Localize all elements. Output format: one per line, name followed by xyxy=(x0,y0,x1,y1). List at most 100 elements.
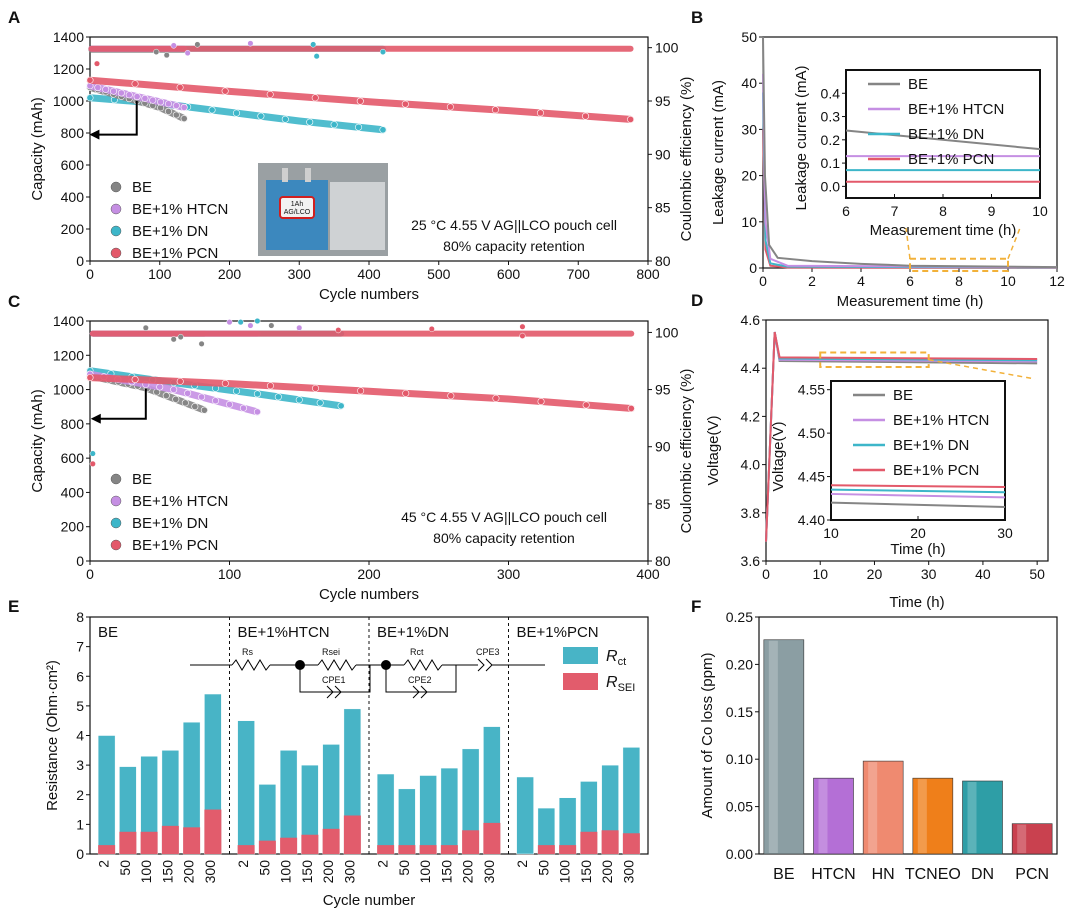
capacity-point xyxy=(200,406,208,414)
capacity-point xyxy=(198,393,206,401)
bar-rsei xyxy=(280,837,298,854)
y2-axis-title: Coulombic efficiency (%) xyxy=(678,369,695,534)
y-tick-label: 0 xyxy=(76,553,84,569)
bar xyxy=(912,777,954,855)
circuit-parallel xyxy=(385,665,457,693)
y-tick-label: 4.0 xyxy=(741,457,761,473)
y-axis-title: Amount of Co loss (ppm) xyxy=(699,653,716,819)
y-tick-label: 0 xyxy=(76,846,84,862)
y-tick-label: 0.3 xyxy=(821,109,841,125)
y-tick-label: 85 xyxy=(655,200,671,216)
capacity-point xyxy=(582,401,590,409)
capacity-point xyxy=(157,98,165,106)
x-tick-label: 500 xyxy=(427,266,451,282)
y-tick-label: 4.45 xyxy=(798,469,825,485)
x-tick-label: 50 xyxy=(256,860,272,876)
capacity-point xyxy=(94,84,102,92)
capacity-point xyxy=(311,94,319,102)
x-tick-label: 2 xyxy=(514,860,530,868)
capacity-point xyxy=(239,404,247,412)
y-tick-label: 6 xyxy=(76,668,84,684)
y-tick-label: 0.25 xyxy=(726,609,753,625)
capacity-point xyxy=(172,102,180,110)
x-tick-label: 0 xyxy=(86,266,94,282)
y-tick-label: 4 xyxy=(76,728,84,744)
legend-label: BE+1% HTCN xyxy=(893,412,989,429)
legend-marker xyxy=(110,473,122,485)
y-tick-label: 4.6 xyxy=(741,312,761,328)
bar-rct xyxy=(398,788,416,855)
bar-rsei xyxy=(119,831,137,854)
bar-rsei xyxy=(559,845,577,854)
group-label: BE+1%DN xyxy=(377,624,449,641)
x-tick-label: 10 xyxy=(812,566,828,582)
capacity-point xyxy=(266,90,274,98)
x-tick-label: 400 xyxy=(636,566,660,582)
bar-rct xyxy=(376,773,395,855)
y-tick-label: 1000 xyxy=(53,93,84,109)
y-tick-label: 1 xyxy=(76,816,84,832)
capacity-point xyxy=(232,387,240,395)
y-tick-label: 1400 xyxy=(53,313,84,329)
y-tick-label: 40 xyxy=(741,75,757,91)
y-tick-label: 0.10 xyxy=(726,751,753,767)
y-tick-label: 200 xyxy=(61,221,85,237)
circuit-cpe xyxy=(477,658,493,672)
bar-rsei xyxy=(462,830,480,854)
panel-letter: A xyxy=(8,8,20,27)
bar xyxy=(1011,823,1053,855)
y-tick-label: 3.6 xyxy=(741,553,761,569)
ce-outlier xyxy=(268,322,275,329)
capacity-point xyxy=(86,374,94,382)
y-tick-label: 1400 xyxy=(53,29,84,45)
x-tick-label: 100 xyxy=(557,860,573,884)
legend-label: BE+1% HTCN xyxy=(132,493,228,510)
x-tick-label: 200 xyxy=(320,860,336,884)
inset-line xyxy=(830,492,1006,499)
capacity-point xyxy=(337,402,345,410)
legend-subscript: SEI xyxy=(618,682,636,694)
capacity-point xyxy=(281,115,289,123)
plot-frame xyxy=(765,319,1049,562)
legend-marker xyxy=(110,495,122,507)
y-axis-title: Leakage current (mA) xyxy=(710,80,727,225)
bar-rsei xyxy=(343,815,361,854)
x-tick-label: 800 xyxy=(636,266,660,282)
capacity-point xyxy=(181,399,189,407)
x-tick-label: 200 xyxy=(599,860,615,884)
y-tick-label: 95 xyxy=(655,382,671,398)
y-tick-label: 0.2 xyxy=(821,132,841,148)
circuit-resistor xyxy=(317,659,357,671)
bar-rsei xyxy=(98,845,116,854)
x-tick-label: 2 xyxy=(375,860,391,868)
panel-letter: C xyxy=(8,292,20,311)
bar-rct xyxy=(237,720,255,855)
bar-rsei xyxy=(398,845,416,854)
x-tick-label: 8 xyxy=(939,203,947,219)
panel-d: D 0 10 20 30 40 50 3.6 3.8 4.0 4.2 4.4 4.6 Time (h) Vo… xyxy=(691,291,1049,611)
panel-a: A 0 100 200 300 400 500 600 700 800 0 200 400 600 800 1… xyxy=(8,8,695,303)
x-axis-title: Measurement time (h) xyxy=(837,293,984,310)
bar-rsei xyxy=(622,833,640,854)
x-tick-label: TCNEO xyxy=(905,866,961,883)
x-tick-label: 0 xyxy=(762,566,770,582)
y-tick-label: 1200 xyxy=(53,61,84,77)
capacity-point xyxy=(447,392,455,400)
capacity-point xyxy=(402,389,410,397)
x-tick-label: 2 xyxy=(96,860,112,868)
y-tick-label: 0.00 xyxy=(726,846,753,862)
capacity-point xyxy=(492,394,500,402)
ce-outlier xyxy=(519,323,526,330)
x-tick-label: 200 xyxy=(357,566,381,582)
inset-line xyxy=(830,488,1006,494)
y-tick-label: 7 xyxy=(76,639,84,655)
legend-label: BE+1% DN xyxy=(132,515,208,532)
y-tick-label: 0.1 xyxy=(821,155,841,171)
panel-c: C 0 100 200 300 400 0 200 400 600 800 1000 1200 1400 8… xyxy=(8,292,695,603)
capacity-point xyxy=(446,103,454,111)
y-tick-label: 8 xyxy=(76,609,84,625)
capacity-point xyxy=(156,383,164,391)
ce-outlier xyxy=(89,450,96,457)
ce-outlier xyxy=(194,41,201,48)
x-tick-label: 100 xyxy=(278,860,294,884)
